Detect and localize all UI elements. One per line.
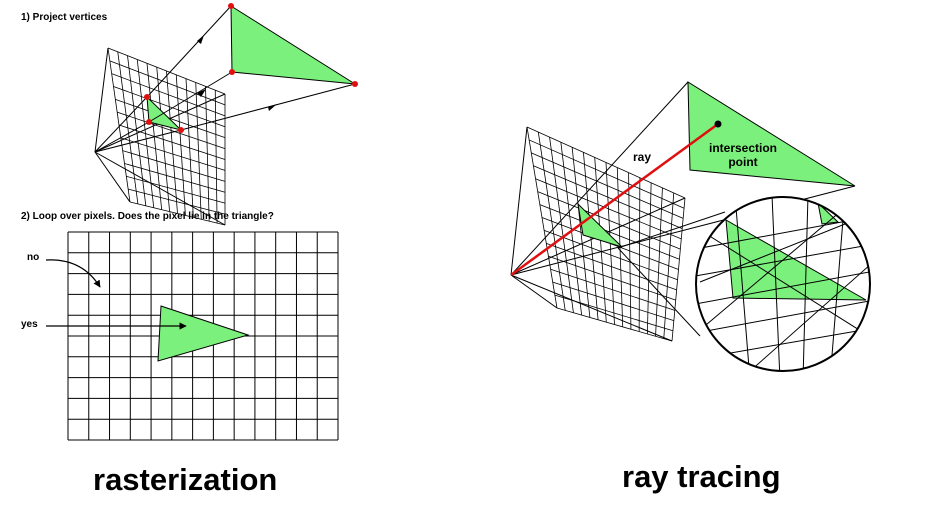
grid-line: [548, 255, 676, 301]
intersection-label-line1: intersection: [708, 141, 777, 155]
grid-line: [671, 197, 686, 342]
intersection-dot: [714, 120, 722, 128]
grid-line: [546, 242, 677, 291]
raster-triangle: [157, 305, 250, 362]
grid-line: [552, 281, 674, 321]
ray-line: [510, 122, 719, 277]
grid-line: [195, 82, 202, 220]
image-plane-grid: [107, 47, 226, 226]
grid-line: [126, 175, 226, 204]
grid-line: [655, 187, 663, 337]
grid-line: [129, 201, 226, 226]
no-label: no: [27, 252, 40, 263]
pixel-grid: [67, 231, 339, 441]
rasterization-title: rasterization: [93, 462, 278, 497]
grid-line: [628, 172, 632, 330]
grid-line: [544, 230, 678, 281]
ray-arrowheads: [197, 35, 277, 111]
intersection-label-line2: point: [728, 155, 758, 169]
intersection-point-label: intersection point: [697, 141, 789, 169]
grid-line: [550, 268, 675, 311]
grid-line: [638, 177, 641, 332]
grid-line: [214, 90, 218, 224]
grid-line: [128, 188, 226, 215]
magnifier-lens: [695, 196, 871, 372]
step-1-label: 1) Project vertices: [21, 12, 108, 23]
grid-line: [554, 294, 674, 332]
rt-triangle: [687, 81, 856, 187]
grid-line: [175, 74, 186, 216]
zoom-connector-lines: [617, 211, 726, 337]
vertex-dots: [144, 3, 358, 133]
grid-line: [663, 192, 675, 339]
source-triangle: [230, 5, 356, 85]
ray-label: ray: [633, 150, 652, 164]
raytracing-diagram: [510, 81, 871, 372]
rt-projected-triangle: [577, 202, 623, 248]
frustum-lines: [94, 47, 226, 226]
yes-label: yes: [21, 319, 38, 330]
grid-line: [646, 182, 652, 334]
no-arrow: [45, 259, 101, 288]
grid-line: [556, 307, 673, 342]
ray-tracing-title: ray tracing: [622, 459, 781, 494]
step-2-label: 2) Loop over pixels. Does the pixel lie …: [21, 211, 274, 222]
pixel-grid-diagram: [45, 231, 339, 441]
grid-line: [124, 163, 226, 193]
projection-diagram: [94, 3, 358, 226]
